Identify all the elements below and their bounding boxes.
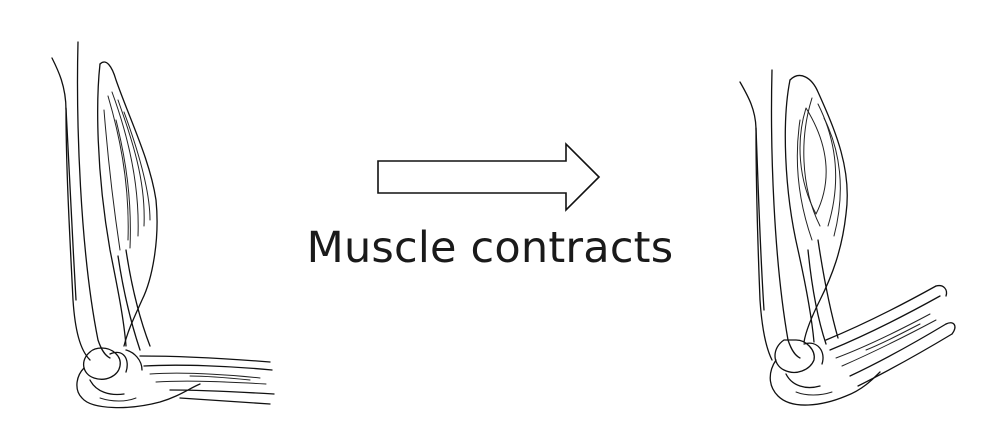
forearm-bones-flexed xyxy=(825,284,956,387)
humerus-bone xyxy=(51,41,111,361)
biceps-muscle xyxy=(97,61,158,351)
forearm-bones xyxy=(139,355,275,405)
biceps-muscle-flexed xyxy=(784,75,848,345)
elbow-joint-flexed xyxy=(769,339,881,406)
humerus-bone-flexed xyxy=(739,69,801,361)
diagram-caption: Muscle contracts xyxy=(306,223,674,273)
elbow-joint xyxy=(76,347,201,409)
